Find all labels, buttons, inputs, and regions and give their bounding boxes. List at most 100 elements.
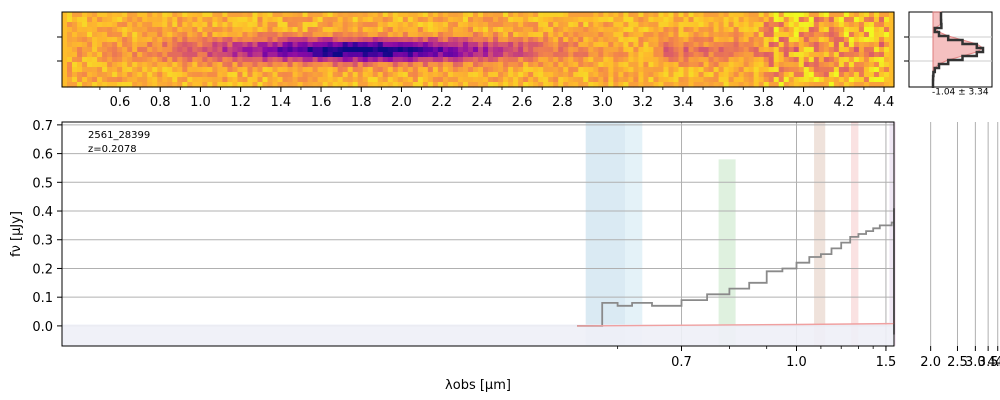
heatmap-cell — [488, 77, 494, 83]
heatmap-cell — [467, 27, 474, 33]
heatmap-cell — [402, 52, 409, 58]
heatmap-cell — [82, 17, 88, 23]
heatmap-cell — [107, 12, 113, 18]
heatmap-cell — [858, 77, 865, 83]
heatmap-cell — [523, 82, 529, 88]
heatmap-cell — [683, 47, 690, 53]
heatmap-cell — [803, 82, 810, 88]
heatmap-cell — [202, 47, 208, 53]
heatmap-cell — [207, 77, 213, 83]
heatmap-cell — [543, 72, 549, 78]
heatmap-cell — [262, 47, 269, 53]
heatmap-cell — [658, 72, 665, 78]
heatmap-cell — [653, 57, 660, 63]
heatmap-cell — [618, 12, 624, 18]
heatmap-cell — [67, 42, 73, 48]
heatmap-cell — [758, 42, 765, 48]
heatmap-cell — [417, 17, 424, 23]
heatmap-cell — [788, 42, 795, 48]
heatmap-cell — [678, 72, 685, 78]
heatmap-cell — [102, 17, 108, 23]
heatmap-cell — [72, 47, 78, 53]
heatmap-cell — [377, 47, 384, 53]
heatmap-cell — [738, 67, 745, 73]
heatmap-cell — [653, 32, 660, 38]
heatmap-cell — [723, 17, 730, 23]
heatmap-cell — [417, 37, 424, 43]
heatmap-cell — [232, 57, 239, 63]
heatmap-cell — [538, 32, 544, 38]
heatmap-cell — [422, 82, 429, 88]
heatmap-cell — [152, 17, 158, 23]
heatmap-cell — [593, 67, 599, 73]
heatmap-cell — [277, 77, 284, 83]
heatmap-cell — [798, 82, 805, 88]
heatmap-cell — [693, 42, 700, 48]
heatmap-cell — [883, 52, 890, 58]
heatmap-cell — [728, 57, 735, 63]
heatmap-cell — [122, 82, 128, 88]
heatmap-cell — [708, 67, 715, 73]
heatmap-cell — [292, 67, 299, 73]
heatmap-cell — [738, 22, 745, 28]
heatmap-cell — [307, 57, 314, 63]
heatmap-cell — [593, 32, 599, 38]
heatmap-cell — [853, 32, 860, 38]
heatmap-cell — [878, 27, 885, 33]
heatmap-cell — [668, 67, 675, 73]
heatmap-cell — [227, 27, 234, 33]
heatmap-cell — [753, 77, 760, 83]
heatmap-cell — [457, 12, 464, 18]
heatmap-cell — [578, 62, 584, 68]
y-tick-label: 0.7 — [32, 119, 53, 134]
heatmap-cell — [272, 67, 279, 73]
heatmap-cell — [518, 27, 524, 33]
heatmap-cell — [257, 27, 264, 33]
heatmap-cell — [307, 62, 314, 68]
heatmap-cell — [603, 12, 609, 18]
heatmap-cell — [167, 17, 173, 23]
heatmap-cell — [753, 37, 760, 43]
heatmap-cell — [773, 72, 780, 78]
heatmap-cell — [232, 22, 239, 28]
heatmap-cell — [833, 27, 840, 33]
heatmap-cell — [798, 62, 805, 68]
heatmap-cell — [392, 57, 399, 63]
heatmap-cell — [588, 42, 594, 48]
heatmap-cell — [177, 42, 183, 48]
heatmap-cell — [297, 22, 304, 28]
heatmap-cell — [508, 27, 514, 33]
heatmap-cell — [232, 47, 239, 53]
heatmap-cell — [668, 12, 675, 18]
heatmap-cell — [853, 62, 860, 68]
heatmap-cell — [573, 42, 579, 48]
heatmap-cell — [377, 82, 384, 88]
heatmap-cell — [142, 47, 148, 53]
heatmap-cell — [553, 27, 559, 33]
heatmap-cell — [247, 42, 254, 48]
heatmap-cell — [92, 52, 98, 58]
heatmap-cell — [412, 72, 419, 78]
heatmap-cell — [262, 77, 269, 83]
heatmap-cell — [327, 32, 334, 38]
heatmap-cell — [452, 57, 459, 63]
heatmap-cell — [167, 12, 173, 18]
heatmap-cell — [192, 27, 198, 33]
heatmap-cell — [833, 32, 840, 38]
heatmap-cell — [82, 37, 88, 43]
heatmap-cell — [62, 17, 68, 23]
heatmap-cell — [783, 47, 790, 53]
heatmap-cell — [678, 32, 685, 38]
heatmap-cell — [573, 82, 579, 88]
heatmap-cell — [643, 22, 650, 28]
heatmap-cell — [598, 12, 604, 18]
heatmap-cell — [432, 42, 439, 48]
heatmap-cell — [493, 17, 499, 23]
heatmap-cell — [508, 22, 514, 28]
heatmap-cell — [503, 47, 509, 53]
heatmap-cell — [583, 57, 589, 63]
heatmap-cell — [653, 72, 660, 78]
heatmap-cell — [793, 37, 800, 43]
heatmap-cell — [267, 57, 274, 63]
heatmap-cell — [613, 82, 619, 88]
